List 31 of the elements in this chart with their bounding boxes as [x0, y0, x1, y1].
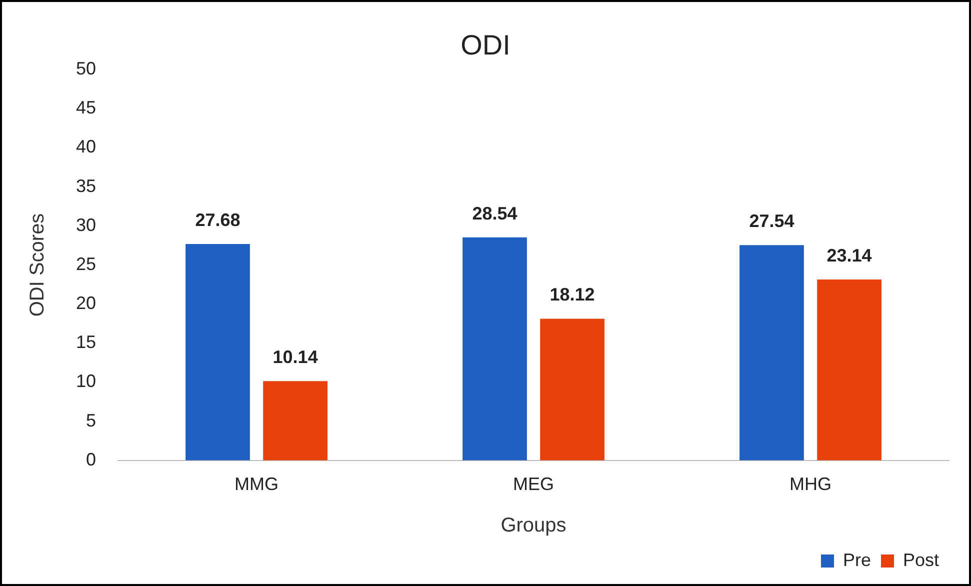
legend-label: Pre [842, 550, 871, 570]
x-tick-label: MEG [513, 474, 554, 494]
data-label: 18.12 [550, 284, 595, 305]
y-tick-label: 5 [86, 410, 96, 430]
y-axis-title: ODI Scores [26, 213, 49, 317]
bar [263, 381, 328, 460]
y-tick-label: 10 [76, 371, 96, 392]
data-label: 10.14 [272, 347, 318, 368]
bar [540, 318, 604, 460]
y-tick-label: 20 [76, 293, 96, 314]
data-label: 27.68 [195, 210, 240, 230]
data-label: 23.14 [826, 246, 872, 266]
x-tick-label: MHG [790, 474, 832, 494]
legend-label: Post [902, 550, 940, 570]
data-label: 27.54 [749, 211, 794, 232]
y-tick-label: 40 [76, 136, 96, 157]
y-tick-label: 45 [76, 98, 96, 118]
bar [186, 244, 250, 460]
chart-title: ODI [460, 30, 510, 61]
y-tick-label: 25 [76, 254, 96, 274]
x-tick-label: MMG [234, 474, 279, 494]
y-tick-label: 30 [76, 214, 96, 235]
y-tick-label: 0 [86, 449, 96, 470]
y-tick-label: 15 [76, 332, 96, 352]
bar [817, 280, 882, 460]
y-tick-label: 50 [76, 58, 96, 79]
bar [462, 237, 527, 460]
x-axis-title: Groups [500, 514, 566, 537]
y-tick-label: 35 [76, 176, 96, 196]
bar [740, 245, 804, 460]
data-label: 28.54 [472, 203, 518, 224]
